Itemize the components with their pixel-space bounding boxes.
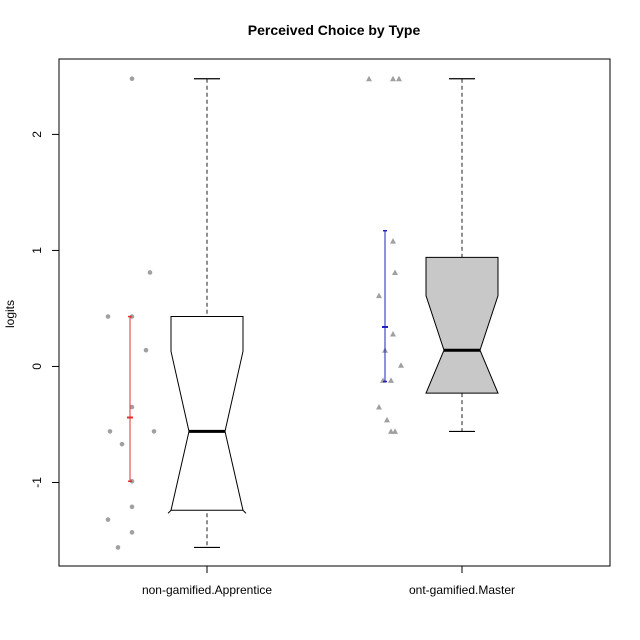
- data-point: [143, 347, 149, 353]
- data-point: [129, 76, 135, 82]
- plot-content: -1 0 1 2 non-gamified.Apprentice ont-gamified…: [30, 75, 515, 597]
- data-point: [390, 330, 396, 337]
- data-point: [384, 416, 390, 423]
- data-point: [129, 530, 135, 535]
- data-point: [398, 362, 404, 368]
- y-tick-label: 1: [30, 247, 44, 254]
- data-point: [115, 545, 121, 550]
- data-point: [390, 75, 396, 82]
- data-point: [107, 429, 113, 434]
- data-point: [151, 429, 157, 434]
- data-point: [119, 441, 125, 447]
- data-point: [147, 270, 153, 275]
- y-tick-label: -1: [30, 477, 44, 488]
- box: [425, 256, 499, 394]
- y-tick-label: 2: [30, 131, 44, 138]
- data-point: [105, 314, 111, 319]
- plot-frame: [58, 58, 611, 567]
- y-tick-label: 0: [30, 363, 44, 370]
- data-point: [392, 428, 398, 434]
- x-tick-label: non-gamified.Apprentice: [142, 583, 272, 597]
- data-point: [390, 238, 396, 244]
- chart-title: Perceived Choice by Type: [248, 22, 421, 38]
- data-point: [392, 269, 398, 275]
- data-point: [376, 404, 382, 410]
- data-point: [388, 377, 394, 383]
- data-point: [388, 428, 394, 434]
- data-point: [105, 517, 111, 522]
- data-point: [366, 75, 372, 82]
- data-point: [376, 292, 382, 299]
- x-tick-label: ont-gamified.Master: [409, 583, 515, 597]
- data-point: [129, 504, 135, 510]
- data-point: [396, 75, 402, 82]
- y-axis-title: logits: [3, 300, 17, 328]
- data-point: [129, 404, 135, 410]
